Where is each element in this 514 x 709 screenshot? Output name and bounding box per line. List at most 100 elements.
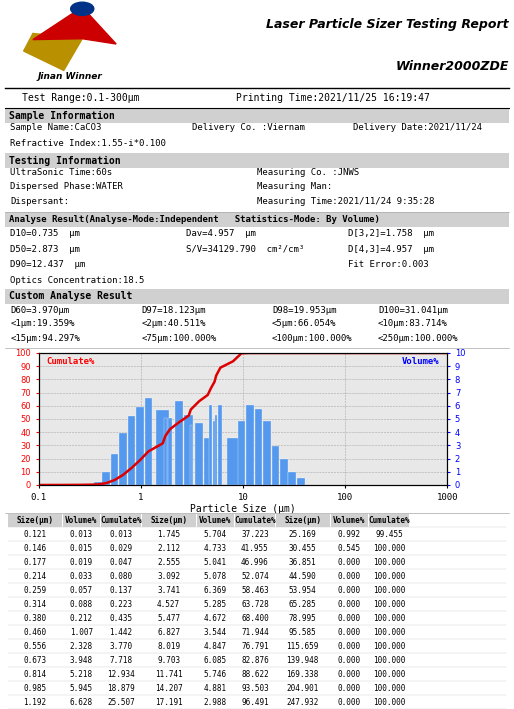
Polygon shape bbox=[24, 33, 82, 70]
Text: 58.463: 58.463 bbox=[241, 586, 269, 595]
Bar bbox=[370, 612, 409, 625]
Text: Jinan Winner: Jinan Winner bbox=[38, 72, 102, 81]
Text: Cumulate%: Cumulate% bbox=[368, 515, 410, 525]
Bar bbox=[235, 570, 274, 583]
Text: 18.879: 18.879 bbox=[107, 683, 135, 693]
Text: Optics Concentration:18.5: Optics Concentration:18.5 bbox=[10, 276, 144, 285]
Bar bbox=[213, 421, 216, 485]
Text: 12.934: 12.934 bbox=[107, 670, 135, 679]
Bar bbox=[331, 612, 369, 625]
Text: 36.851: 36.851 bbox=[289, 558, 317, 566]
Text: 2.112: 2.112 bbox=[157, 544, 180, 553]
Bar bbox=[63, 612, 100, 625]
Bar bbox=[370, 556, 409, 569]
Text: 0.013: 0.013 bbox=[109, 530, 133, 539]
Text: 0.000: 0.000 bbox=[338, 698, 361, 707]
Text: D97=18.123μm: D97=18.123μm bbox=[141, 306, 206, 315]
Bar bbox=[235, 556, 274, 569]
Text: 9.703: 9.703 bbox=[157, 656, 180, 665]
Bar bbox=[235, 640, 274, 653]
Bar bbox=[142, 598, 195, 611]
Bar bbox=[196, 570, 234, 583]
Text: 4.847: 4.847 bbox=[204, 642, 227, 651]
Text: 25.169: 25.169 bbox=[289, 530, 317, 539]
Bar bbox=[196, 626, 234, 639]
Text: Sample Name:CaCO3: Sample Name:CaCO3 bbox=[10, 123, 102, 132]
Text: <1μm:19.359%: <1μm:19.359% bbox=[10, 319, 75, 328]
Text: 0.673: 0.673 bbox=[23, 656, 46, 665]
Text: 76.791: 76.791 bbox=[241, 642, 269, 651]
Bar bbox=[331, 542, 369, 555]
Text: 11.741: 11.741 bbox=[155, 670, 182, 679]
Text: 0.057: 0.057 bbox=[70, 586, 93, 595]
Bar bbox=[276, 542, 329, 555]
Bar bbox=[331, 626, 369, 639]
Bar bbox=[276, 681, 329, 695]
Bar bbox=[142, 584, 195, 597]
Text: 0.177: 0.177 bbox=[23, 558, 46, 566]
Text: 0.033: 0.033 bbox=[70, 571, 93, 581]
Text: 78.995: 78.995 bbox=[289, 614, 317, 623]
Text: 0.000: 0.000 bbox=[338, 642, 361, 651]
Bar bbox=[331, 570, 369, 583]
Bar bbox=[276, 514, 329, 527]
Bar bbox=[101, 681, 141, 695]
Text: Cumulate%: Cumulate% bbox=[47, 357, 95, 366]
Text: 0.000: 0.000 bbox=[338, 627, 361, 637]
Text: 4.527: 4.527 bbox=[157, 600, 180, 609]
Bar bbox=[276, 654, 329, 667]
Text: 100.000: 100.000 bbox=[373, 586, 405, 595]
Text: 53.954: 53.954 bbox=[289, 586, 317, 595]
X-axis label: Particle Size (μm): Particle Size (μm) bbox=[190, 504, 296, 515]
Bar bbox=[111, 454, 118, 485]
Bar bbox=[102, 471, 110, 485]
Bar bbox=[101, 514, 141, 527]
Text: 5.945: 5.945 bbox=[70, 683, 93, 693]
Text: 1.007: 1.007 bbox=[70, 627, 93, 637]
Text: Refractive Index:1.55-i*0.100: Refractive Index:1.55-i*0.100 bbox=[10, 140, 166, 148]
Bar bbox=[101, 527, 141, 541]
Bar bbox=[142, 626, 195, 639]
Text: 3.544: 3.544 bbox=[204, 627, 227, 637]
Text: 115.659: 115.659 bbox=[286, 642, 319, 651]
Text: D50=2.873  μm: D50=2.873 μm bbox=[10, 245, 80, 254]
Text: 5.477: 5.477 bbox=[157, 614, 180, 623]
Bar bbox=[235, 681, 274, 695]
Text: 5.078: 5.078 bbox=[204, 571, 227, 581]
Bar bbox=[77, 484, 85, 485]
Text: Delivery Date:2021/11/24: Delivery Date:2021/11/24 bbox=[353, 123, 482, 132]
Bar bbox=[175, 401, 182, 485]
Circle shape bbox=[71, 2, 94, 16]
Bar bbox=[63, 570, 100, 583]
Text: 247.932: 247.932 bbox=[286, 698, 319, 707]
Text: 0.223: 0.223 bbox=[109, 600, 133, 609]
Text: 0.000: 0.000 bbox=[338, 683, 361, 693]
Bar bbox=[331, 584, 369, 597]
Bar bbox=[142, 668, 195, 681]
Text: 6.369: 6.369 bbox=[204, 586, 227, 595]
Bar bbox=[276, 612, 329, 625]
Bar bbox=[196, 514, 234, 527]
Text: 5.285: 5.285 bbox=[204, 600, 227, 609]
Text: 0.088: 0.088 bbox=[70, 600, 93, 609]
Bar bbox=[235, 626, 274, 639]
Bar bbox=[63, 584, 100, 597]
Text: Volume%: Volume% bbox=[65, 515, 98, 525]
Text: 0.047: 0.047 bbox=[109, 558, 133, 566]
Bar bbox=[215, 415, 217, 485]
Bar bbox=[94, 482, 102, 485]
Bar bbox=[204, 438, 211, 485]
Bar bbox=[331, 527, 369, 541]
Bar bbox=[331, 668, 369, 681]
Bar bbox=[63, 542, 100, 555]
Text: 96.491: 96.491 bbox=[241, 698, 269, 707]
Bar bbox=[63, 668, 100, 681]
Text: 0.435: 0.435 bbox=[109, 614, 133, 623]
Bar bbox=[168, 418, 172, 485]
Text: 44.590: 44.590 bbox=[289, 571, 317, 581]
Text: 4.672: 4.672 bbox=[204, 614, 227, 623]
Text: 2.328: 2.328 bbox=[70, 642, 93, 651]
Bar bbox=[101, 556, 141, 569]
Bar bbox=[142, 542, 195, 555]
Bar bbox=[8, 598, 62, 611]
